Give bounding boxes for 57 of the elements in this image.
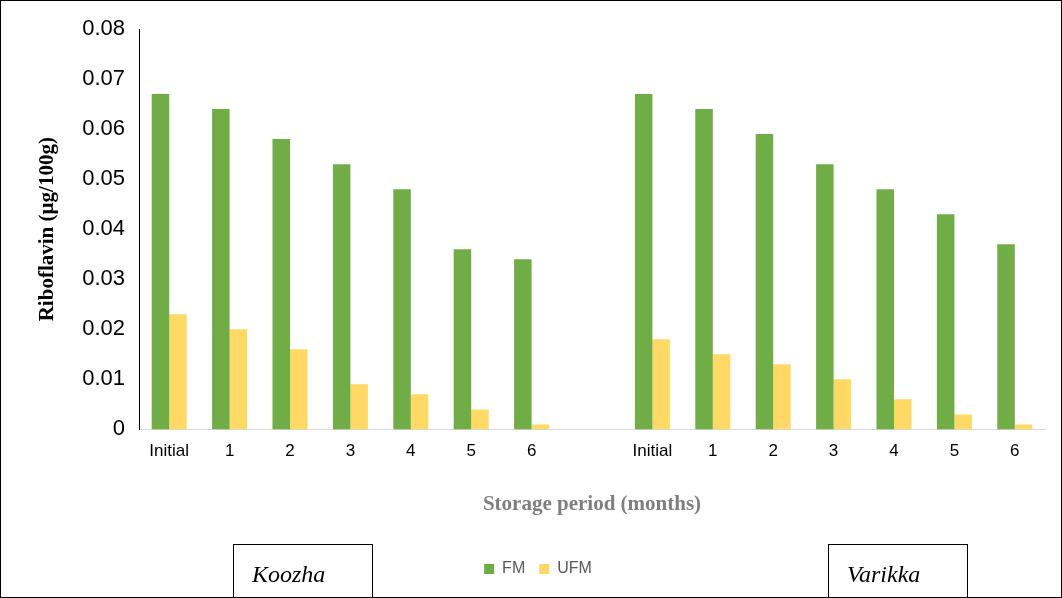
bar bbox=[1014, 424, 1033, 430]
bar bbox=[471, 409, 489, 430]
x-tick-label: 5 bbox=[949, 441, 960, 461]
x-tick-label: 3 bbox=[345, 441, 356, 461]
x-tick-label: 1 bbox=[224, 441, 235, 461]
x-tick-label: 2 bbox=[285, 441, 295, 461]
bar bbox=[151, 94, 170, 430]
y-tick-label: 0.05 bbox=[82, 165, 126, 191]
bar bbox=[350, 384, 368, 430]
y-tick-label: 0.07 bbox=[82, 65, 126, 91]
x-tick-label: 6 bbox=[1010, 441, 1020, 461]
bar bbox=[212, 109, 230, 430]
y-tick-label: 0.08 bbox=[82, 15, 126, 41]
bar bbox=[712, 354, 731, 430]
bar bbox=[229, 329, 248, 430]
y-tick-label: 0.01 bbox=[82, 365, 126, 391]
bar bbox=[169, 314, 187, 430]
x-tick-label: 1 bbox=[708, 441, 718, 461]
x-tick-label: 6 bbox=[526, 441, 537, 461]
legend-label: FM bbox=[502, 559, 526, 577]
legend-label: UFM bbox=[557, 559, 592, 577]
bar bbox=[531, 424, 550, 430]
bar bbox=[393, 189, 411, 430]
bar bbox=[833, 379, 852, 430]
bar bbox=[290, 349, 308, 430]
bar bbox=[695, 109, 713, 430]
bar bbox=[954, 414, 972, 430]
bar bbox=[410, 394, 429, 430]
bar bbox=[514, 259, 532, 430]
bar bbox=[894, 399, 912, 430]
x-tick-label: 4 bbox=[889, 441, 899, 461]
y-tick-label: 0.02 bbox=[82, 315, 126, 341]
x-tick-label: 2 bbox=[768, 441, 778, 461]
x-axis-title: Storage period (months) bbox=[482, 490, 702, 515]
x-tick-label: 3 bbox=[828, 441, 839, 461]
bar bbox=[332, 164, 351, 430]
x-tick-label: 5 bbox=[466, 441, 476, 461]
bar bbox=[876, 189, 894, 430]
bar bbox=[634, 94, 653, 430]
bar bbox=[997, 244, 1015, 430]
bar bbox=[755, 134, 774, 430]
bar bbox=[936, 214, 955, 430]
x-tick-label: Initial bbox=[632, 441, 673, 461]
y-tick-label: 0.06 bbox=[82, 115, 126, 141]
text: Koozha bbox=[233, 544, 373, 598]
y-tick-label: 0.03 bbox=[82, 265, 126, 291]
x-tick-label: 4 bbox=[406, 441, 416, 461]
text: Varikka bbox=[828, 544, 968, 598]
bar bbox=[652, 339, 670, 430]
bar bbox=[773, 364, 791, 430]
x-tick-label: Initial bbox=[149, 441, 190, 461]
bar bbox=[816, 164, 834, 430]
y-tick-label: 0.04 bbox=[82, 215, 126, 241]
bar bbox=[272, 139, 291, 430]
bar bbox=[453, 249, 472, 430]
y-tick-label: 0 bbox=[112, 415, 126, 441]
y-axis-title: Riboflavin (µg/100g) bbox=[34, 137, 59, 322]
